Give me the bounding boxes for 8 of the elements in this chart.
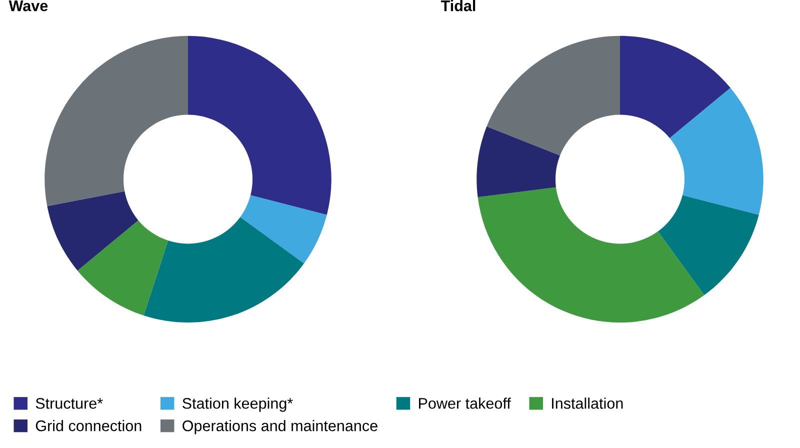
legend-label: Grid connection [36, 420, 142, 432]
chart-title: Tidal [440, 0, 476, 12]
legend-label: Structure* [36, 398, 103, 409]
legend-label: Station keeping* [182, 398, 293, 412]
legend-label: Installation [552, 398, 623, 409]
chart-title: Wave [8, 0, 48, 12]
legend-label: Operations and maintenance [182, 420, 378, 434]
legend-label: Power takeoff [419, 398, 511, 409]
